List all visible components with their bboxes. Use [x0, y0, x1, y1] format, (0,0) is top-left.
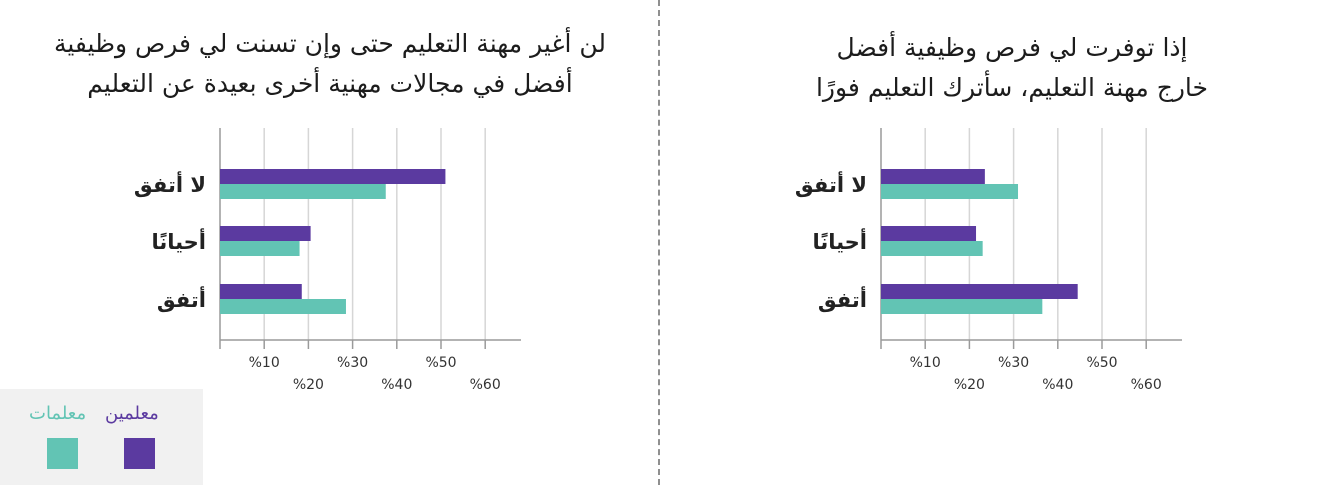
left-tick-label-10: %10 — [249, 355, 280, 371]
legend-women-swatch — [47, 438, 78, 469]
right-category-label-3: أتفق — [818, 285, 867, 312]
left-tick-label-20: %20 — [293, 377, 324, 393]
left-bar-women-3 — [220, 299, 346, 314]
bar-chart-right: %10 %20 %30 %40 %50 %60 لا أتفق أحيانًا أتفق — [795, 128, 1182, 393]
right-tick-label-40: %40 — [1042, 377, 1073, 393]
legend-men-label: معلمين — [105, 403, 159, 424]
chart-title-left-line-2: أفضل في مجالات مهنية أخرى بعيدة عن التعل… — [87, 69, 573, 98]
left-bar-men-3 — [220, 284, 302, 299]
right-category-label-2: أحيانًا — [812, 227, 867, 254]
right-tick-label-60: %60 — [1131, 377, 1162, 393]
left-tick-label-40: %40 — [381, 377, 412, 393]
right-bar-women-1 — [881, 184, 1019, 199]
left-tick-label-60: %60 — [470, 377, 501, 393]
right-category-label-1: لا أتفق — [795, 170, 867, 197]
bar-chart-left: %10 %20 %30 %40 %50 %60 لا أتفق أحيانًا أتفق — [134, 128, 521, 393]
chart-title-right-line-2: خارج مهنة التعليم، سأترك التعليم فورًا — [815, 73, 1208, 102]
panel-divider — [658, 0, 660, 485]
right-tick-label-10: %10 — [910, 355, 941, 371]
right-tick-label-20: %20 — [954, 377, 985, 393]
right-bar-men-3 — [881, 284, 1078, 299]
chart-title-right-line-1: إذا توفرت لي فرص وظيفية أفضل — [836, 33, 1188, 62]
right-bar-men-2 — [881, 226, 977, 241]
left-tick-label-30: %30 — [337, 355, 368, 371]
left-category-label-1: لا أتفق — [134, 170, 206, 197]
right-tick-label-50: %50 — [1086, 355, 1117, 371]
chart-title-left-line-1: لن أغير مهنة التعليم حتى وإن تسنت لي فرص… — [53, 29, 607, 58]
left-bar-men-2 — [220, 226, 311, 241]
left-bar-women-1 — [220, 184, 386, 199]
left-bar-men-1 — [220, 169, 446, 184]
chart-title-left: لن أغير مهنة التعليم حتى وإن تسنت لي فرص… — [10, 24, 650, 104]
right-bar-men-1 — [881, 169, 985, 184]
chart-title-right: إذا توفرت لي فرص وظيفية أفضل خارج مهنة ا… — [742, 28, 1282, 108]
legend-men-swatch — [124, 438, 155, 469]
left-bar-women-2 — [220, 241, 300, 256]
right-bar-women-3 — [881, 299, 1043, 314]
legend: معلمين معلمات — [0, 389, 203, 485]
right-tick-label-30: %30 — [998, 355, 1029, 371]
left-tick-label-50: %50 — [425, 355, 456, 371]
left-category-label-2: أحيانًا — [151, 227, 206, 254]
right-bar-women-2 — [881, 241, 983, 256]
left-category-label-3: أتفق — [157, 285, 206, 312]
legend-women-label: معلمات — [29, 403, 87, 424]
